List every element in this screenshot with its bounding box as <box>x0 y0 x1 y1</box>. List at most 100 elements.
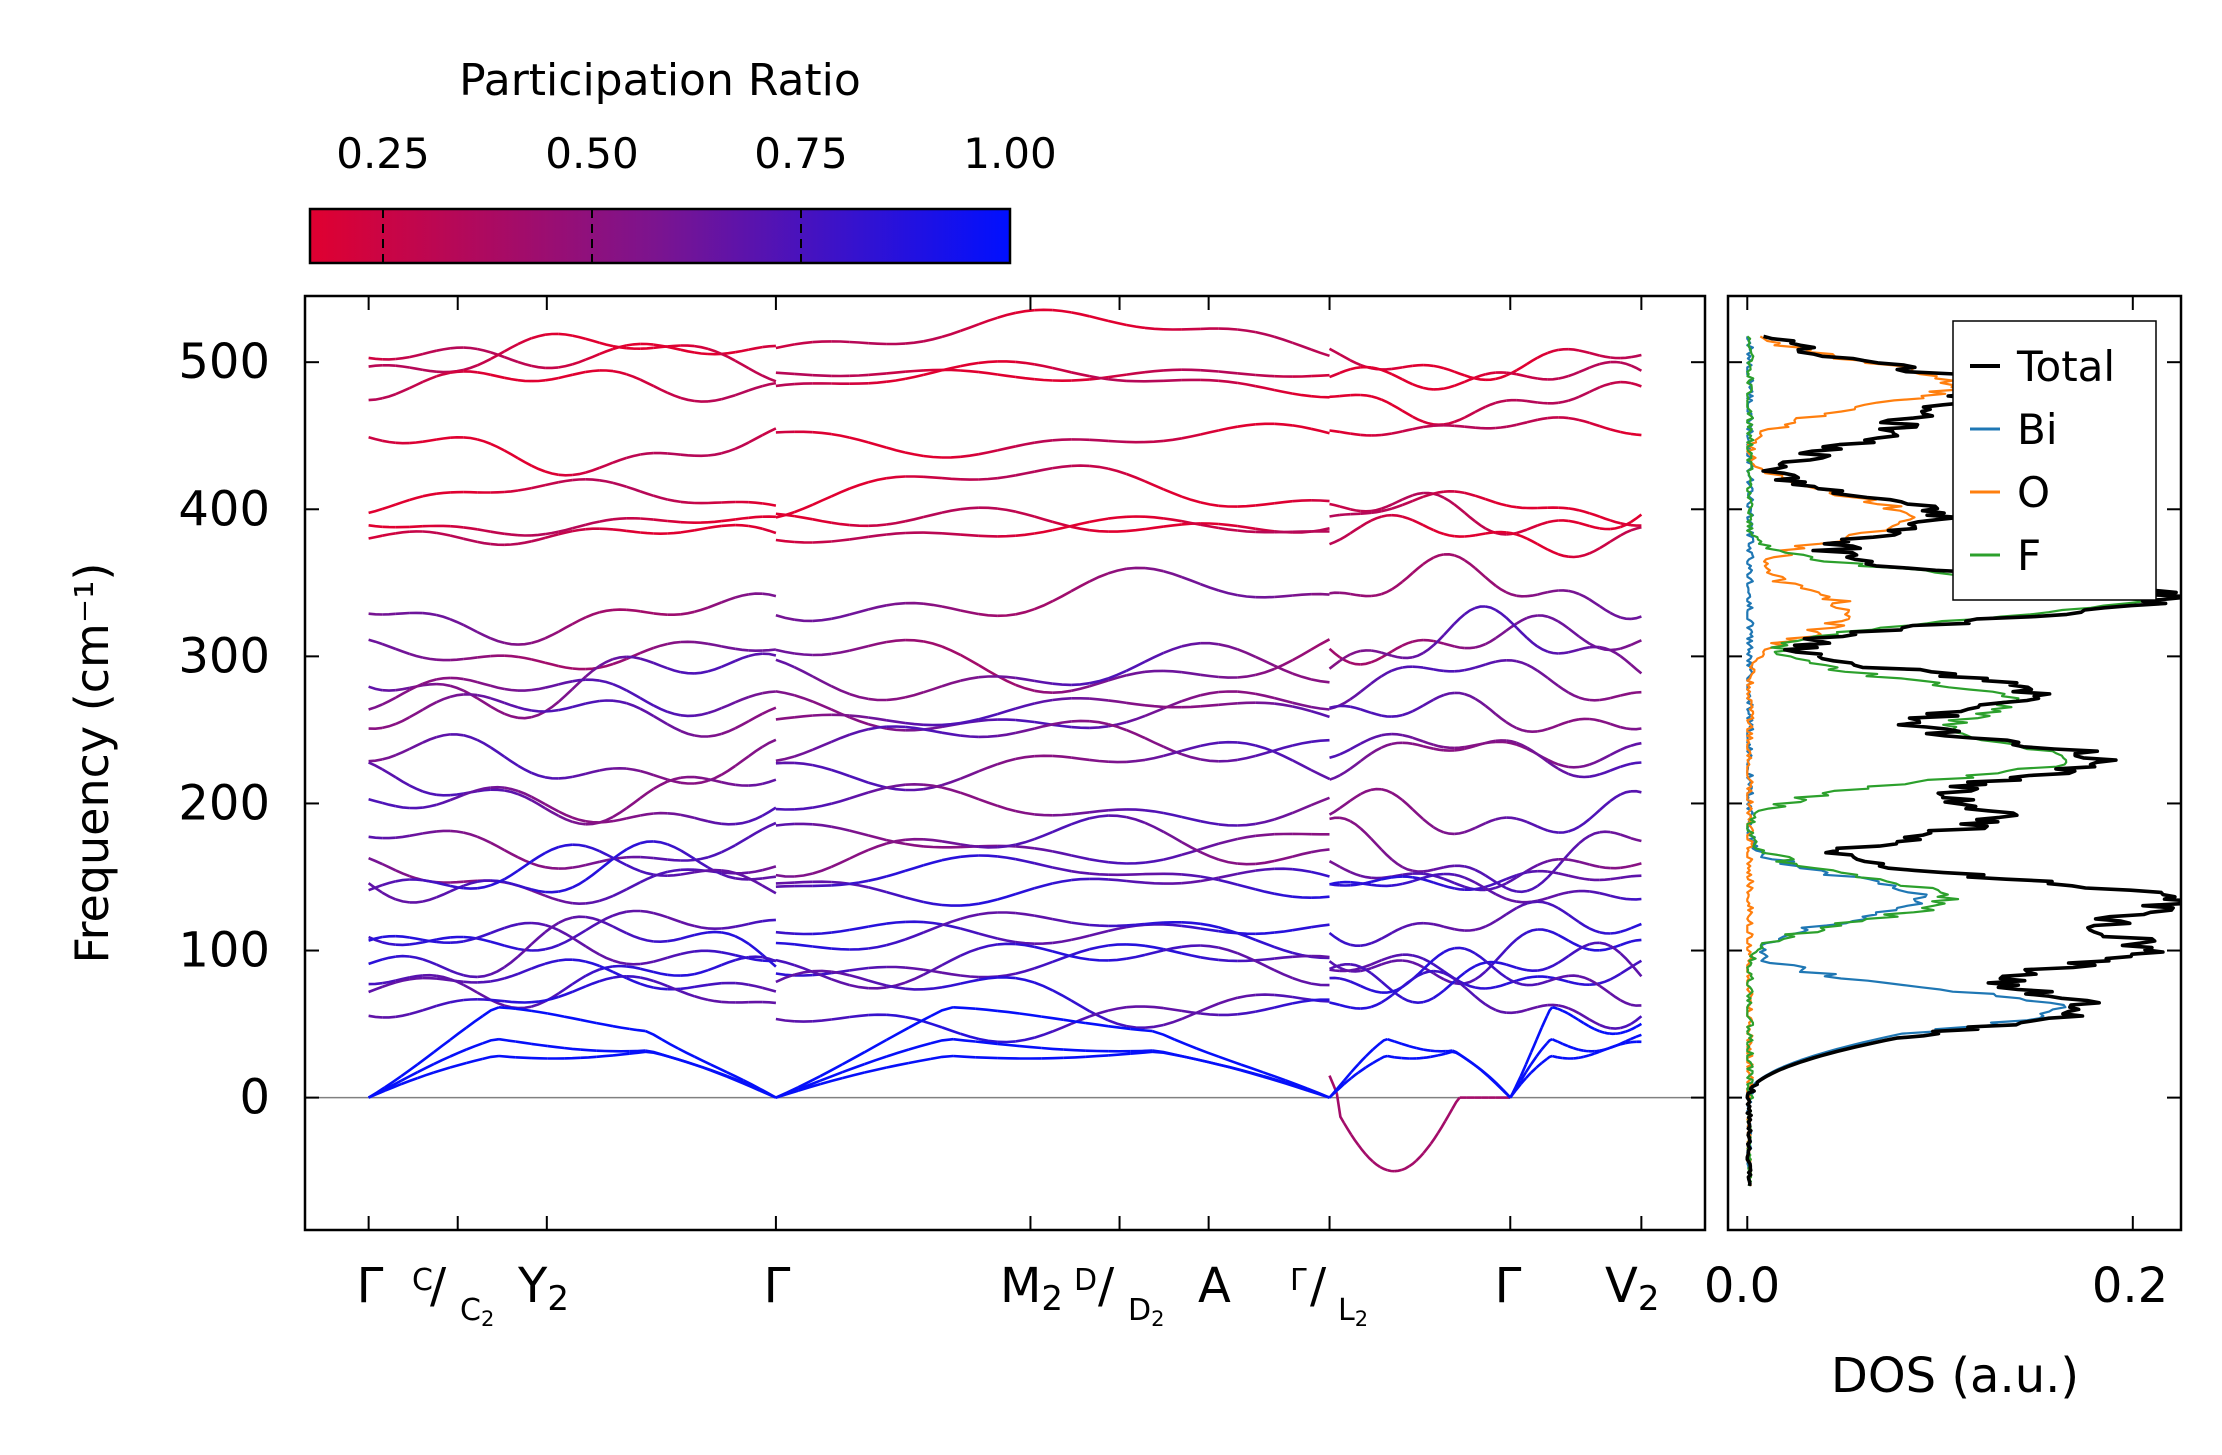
band-line <box>1089 958 1109 962</box>
band-line <box>1433 866 1445 871</box>
band-line <box>1535 1048 1543 1058</box>
band-line <box>1433 364 1445 370</box>
band-line <box>1526 614 1538 620</box>
band-line <box>1401 1165 1410 1172</box>
band-line <box>1578 696 1590 702</box>
band-line <box>557 688 574 703</box>
band-line <box>477 998 491 1002</box>
band-line <box>1041 1056 1064 1060</box>
band-line <box>830 857 851 869</box>
band-line <box>1360 511 1372 515</box>
band-line <box>572 370 587 377</box>
band-line <box>504 789 519 796</box>
band-line <box>409 974 424 979</box>
band-line <box>1107 1005 1127 1012</box>
band-line <box>997 474 1017 480</box>
band-line <box>1557 399 1569 405</box>
band-line <box>409 955 424 961</box>
band-line <box>868 943 887 950</box>
band-line <box>1609 519 1621 525</box>
band-line <box>775 371 795 376</box>
band-line <box>1443 980 1456 992</box>
band-line <box>1546 1038 1553 1045</box>
band-line <box>409 352 424 359</box>
band-line <box>544 921 560 934</box>
band-line <box>941 721 961 727</box>
band-line <box>645 1050 663 1057</box>
band-line <box>1181 705 1201 709</box>
band-line <box>585 352 600 361</box>
band-line <box>612 959 627 966</box>
band-line <box>1391 858 1403 869</box>
band-line <box>1329 753 1341 760</box>
band-line <box>1200 523 1220 530</box>
band-line <box>1506 1011 1517 1015</box>
band-line <box>1370 746 1383 755</box>
kpoint-label-d2: D2 <box>1128 1293 1164 1331</box>
band-line <box>463 831 478 838</box>
band-line <box>639 937 654 943</box>
band-line <box>1107 515 1127 520</box>
band-line <box>612 481 627 489</box>
band-line <box>1551 1006 1558 1010</box>
band-line <box>1380 742 1393 749</box>
band-line <box>886 719 906 725</box>
band-line <box>558 473 573 477</box>
band-line <box>409 494 424 502</box>
band-line <box>1558 506 1569 510</box>
band-line <box>381 439 396 445</box>
band-line <box>530 851 546 863</box>
band-line <box>1311 895 1330 899</box>
band-line <box>1620 361 1632 367</box>
band-line <box>1526 746 1539 756</box>
band-line <box>762 690 777 695</box>
band-line <box>436 491 451 495</box>
band-line <box>517 943 533 958</box>
band-line <box>1379 1037 1388 1045</box>
band-line <box>490 841 506 852</box>
band-line <box>735 877 749 881</box>
band-line <box>1630 874 1642 878</box>
band-line <box>381 862 397 872</box>
y-tick-label: 400 <box>178 481 270 537</box>
band-line <box>1572 1046 1579 1051</box>
band-line <box>762 875 777 880</box>
band-line <box>1108 439 1127 444</box>
band-line <box>1126 370 1146 376</box>
band-line <box>904 691 924 699</box>
band-line <box>1464 947 1476 955</box>
band-line <box>812 1018 832 1023</box>
band-line <box>1350 432 1361 437</box>
band-line <box>1015 470 1035 477</box>
band-line <box>1089 923 1109 928</box>
band-line <box>381 768 397 779</box>
band-line <box>748 367 763 377</box>
band-line <box>517 457 533 467</box>
band-line <box>368 1089 386 1099</box>
band-line <box>558 527 573 533</box>
band-line <box>1255 832 1275 838</box>
band-line <box>1599 1023 1611 1030</box>
band-line <box>1144 1005 1164 1010</box>
band-line <box>1126 815 1146 825</box>
band-line <box>762 344 776 349</box>
band-line <box>793 503 814 514</box>
band-line <box>517 792 533 802</box>
band-line <box>1433 969 1445 975</box>
band-line <box>504 532 519 537</box>
band-line <box>812 340 832 344</box>
band-line <box>1034 466 1053 473</box>
band-line <box>476 371 492 377</box>
band-line <box>1485 605 1497 612</box>
band-line <box>1422 873 1434 880</box>
band-line <box>1015 940 1035 945</box>
band-line <box>1107 377 1127 383</box>
y-tick-label: 500 <box>178 334 270 390</box>
band-line <box>1126 472 1146 483</box>
band-line <box>1218 878 1238 886</box>
band-line <box>1588 1025 1595 1031</box>
band-line <box>1015 607 1035 616</box>
band-line <box>1547 416 1559 420</box>
band-line <box>466 1057 484 1065</box>
band-line <box>599 662 614 669</box>
